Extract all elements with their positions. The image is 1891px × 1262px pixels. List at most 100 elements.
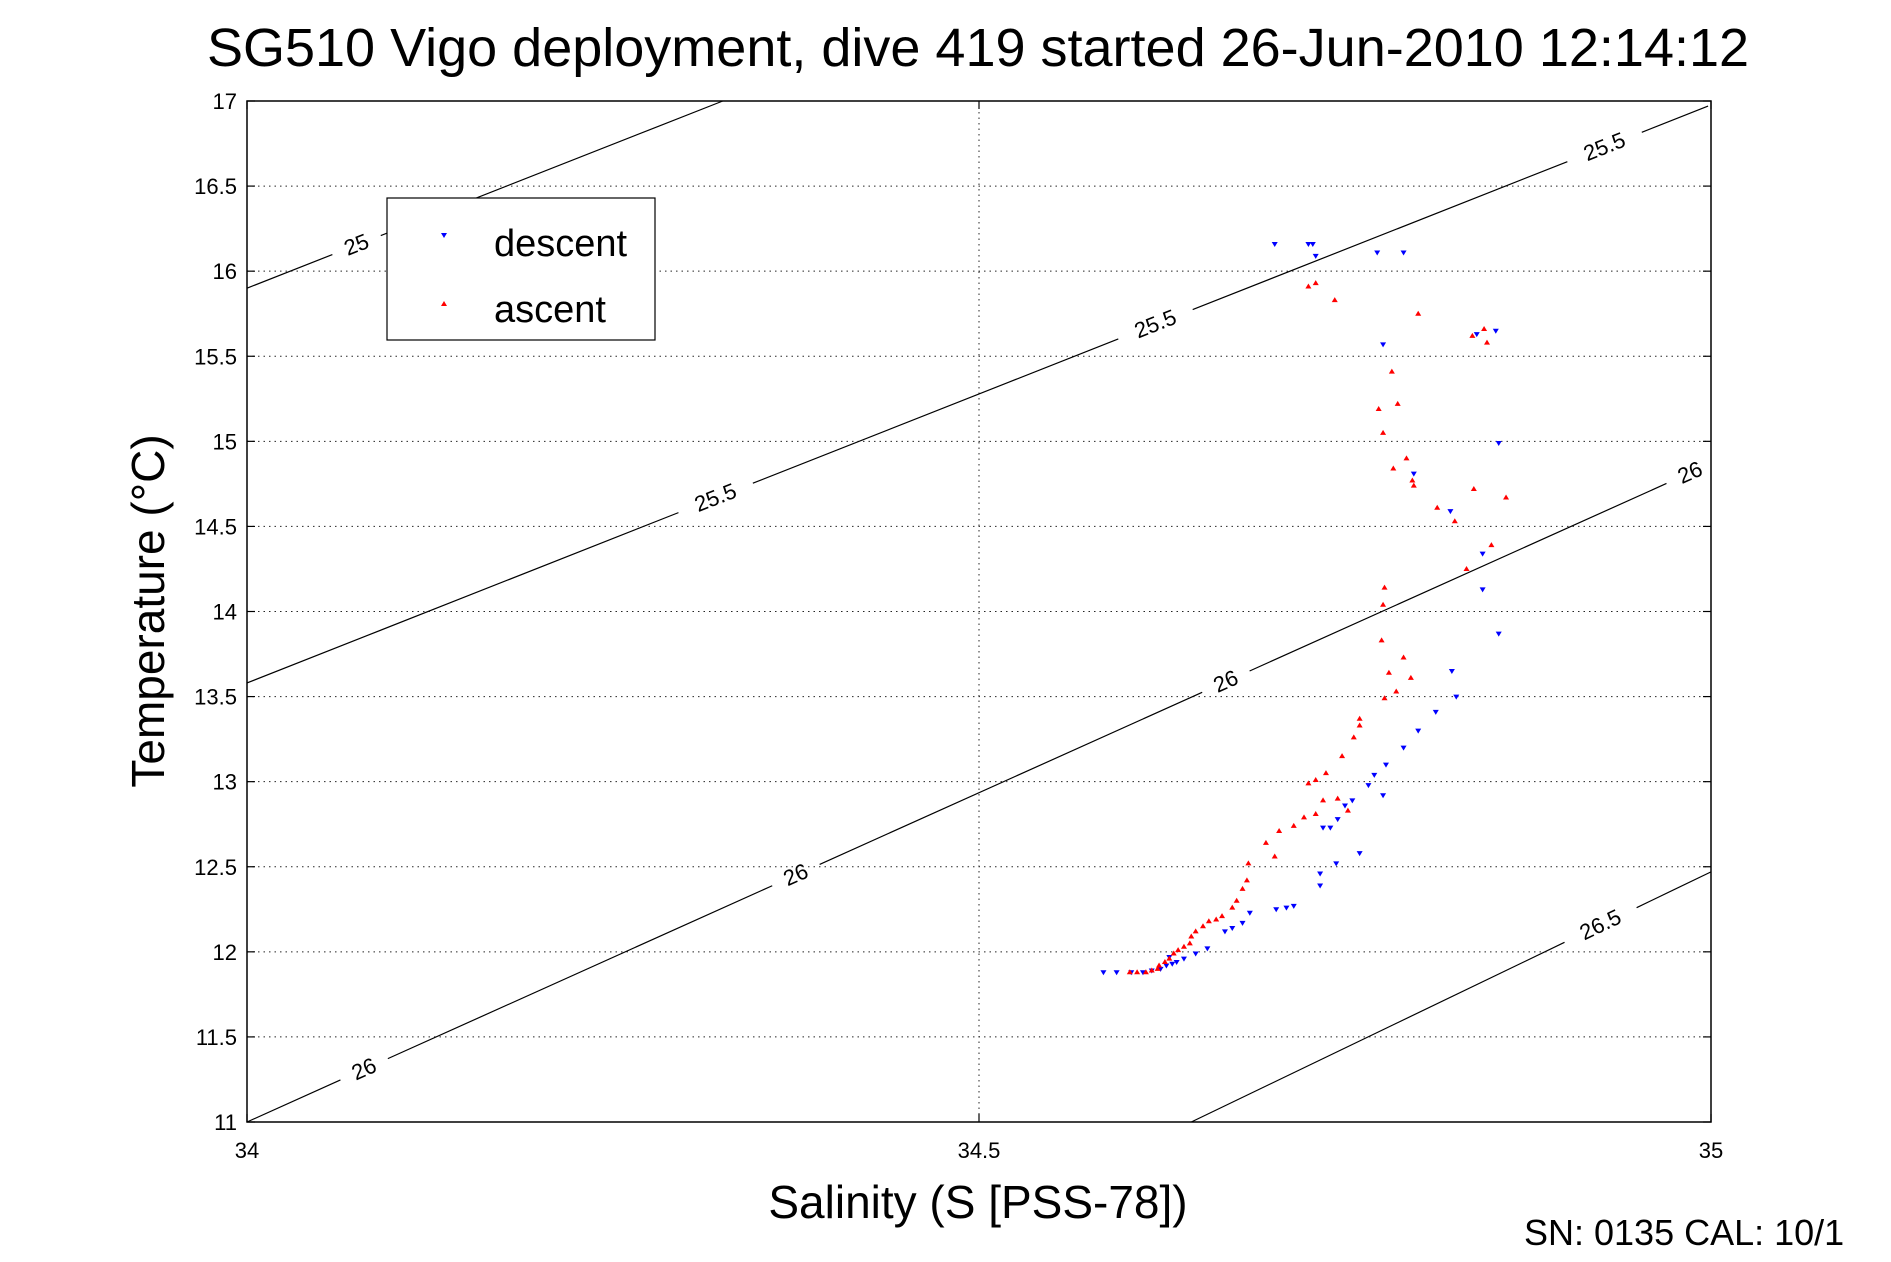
descent-point (1273, 907, 1280, 913)
ascent-point (1134, 969, 1141, 975)
descent-point (1400, 745, 1407, 751)
ascent-point (1161, 959, 1168, 965)
descent-point (1356, 851, 1363, 857)
descent-point (1473, 332, 1480, 338)
ascent-point (1142, 969, 1149, 975)
ascent-point (1400, 654, 1407, 660)
ascent-point (1434, 504, 1441, 510)
descent-point (1415, 728, 1422, 734)
descent-point (1495, 631, 1502, 637)
legend-descent-marker (441, 233, 447, 238)
contour-line (387, 885, 773, 1060)
ascent-point (1403, 455, 1410, 461)
contour-label: 25.5 (1580, 127, 1629, 166)
ascent-point (1233, 897, 1240, 903)
ascent-point (1356, 722, 1363, 728)
y-tick-label: 15 (213, 429, 237, 454)
descent-point (1239, 920, 1246, 926)
descent-point (1380, 793, 1387, 799)
contour-line (246, 254, 333, 289)
ascent-point (1484, 339, 1491, 345)
contour-label: 25 (340, 228, 372, 260)
ascent-point (1350, 734, 1357, 740)
descent-point (1365, 783, 1372, 789)
ascent-point (1156, 962, 1163, 968)
contour-label: 26 (348, 1052, 381, 1085)
x-tick-label: 35 (1699, 1138, 1723, 1163)
ascent-point (1262, 839, 1269, 845)
ascent-point (1305, 780, 1312, 786)
ascent-point (1322, 770, 1329, 776)
descent-point (1349, 798, 1356, 804)
descent-point (1312, 253, 1319, 259)
ascent-point (1170, 950, 1177, 956)
ascent-point (1213, 916, 1220, 922)
ascent-point (1339, 753, 1346, 759)
ascent-point (1375, 406, 1382, 412)
ascent-point (1229, 904, 1236, 910)
contour-label: 26 (1674, 456, 1707, 489)
contour-line (1192, 161, 1568, 311)
descent-point (1246, 910, 1253, 916)
descent-point (1180, 956, 1187, 962)
ascent-point (1388, 368, 1395, 374)
descent-point (1327, 825, 1334, 831)
ascent-point (1385, 669, 1392, 675)
ascent-point (1380, 601, 1387, 607)
ascent-point (1186, 940, 1193, 946)
descent-point (1271, 241, 1278, 247)
ascent-point (1344, 807, 1351, 813)
descent-point (1479, 551, 1486, 557)
ascent-point (1148, 967, 1155, 973)
legend-ascent-marker (441, 301, 447, 306)
ascent-point (1381, 584, 1388, 590)
ascent-point (1378, 637, 1385, 643)
descent-point (1309, 241, 1316, 247)
descent-point (1432, 709, 1439, 715)
ascent-point (1334, 795, 1341, 801)
legend-descent-label: descent (494, 223, 628, 265)
descent-point (1492, 328, 1499, 334)
ascent-point (1488, 542, 1495, 548)
descent-point (1453, 694, 1460, 700)
y-tick-label: 16 (213, 259, 237, 284)
descent-point (1495, 441, 1502, 447)
contour-label: 26 (779, 858, 812, 891)
x-tick-label: 34.5 (958, 1138, 1001, 1163)
descent-point (1320, 825, 1327, 831)
descent-point (1283, 905, 1290, 911)
descent-point (1113, 970, 1120, 976)
descent-point (1317, 871, 1324, 877)
chart-title: SG510 Vigo deployment, dive 419 started … (207, 18, 1749, 78)
ascent-point (1470, 485, 1477, 491)
contour-line (819, 691, 1203, 865)
y-tick-label: 12.5 (194, 855, 237, 880)
contour-label: 25.5 (1131, 304, 1180, 343)
y-tick-label: 16.5 (194, 174, 237, 199)
ascent-point (1320, 797, 1327, 803)
ascent-point (1245, 860, 1252, 866)
ascent-point (1394, 400, 1401, 406)
ascent-point (1463, 565, 1470, 571)
ascent-point (1276, 828, 1283, 834)
ascent-point (1205, 918, 1212, 924)
y-tick-label: 13 (213, 770, 237, 795)
y-tick-label: 15.5 (194, 344, 237, 369)
ascent-point (1243, 877, 1250, 883)
descent-point (1100, 970, 1107, 976)
contour-line (1249, 482, 1667, 672)
y-tick-label: 14 (213, 600, 237, 625)
ascent-point (1409, 477, 1416, 483)
ascent-point (1469, 332, 1476, 338)
x-axis-ticks: 34 34.5 35 (235, 101, 1723, 1163)
descent-point (1333, 861, 1340, 867)
ascent-point (1305, 283, 1312, 289)
y-tick-label: 11.5 (196, 1025, 237, 1050)
x-tick-label: 34 (235, 1138, 259, 1163)
descent-point (1382, 762, 1389, 768)
descent-point (1371, 772, 1378, 778)
legend-box (386, 197, 656, 341)
ascent-point (1219, 913, 1226, 919)
descent-point (1380, 342, 1387, 348)
